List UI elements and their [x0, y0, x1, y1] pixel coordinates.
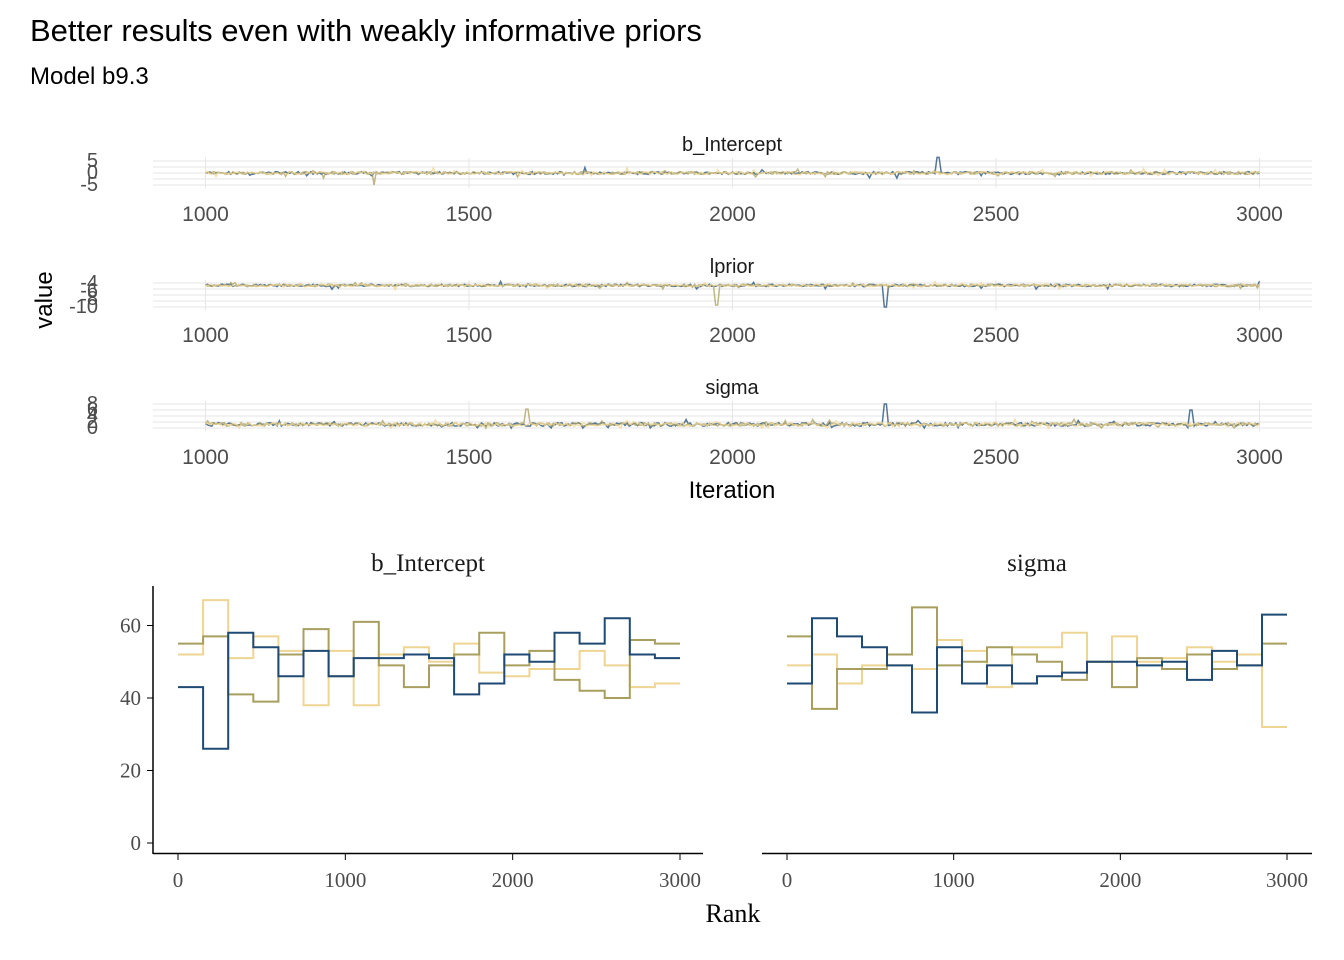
rank-chain-3-step	[178, 599, 680, 707]
trace-x-tick-label: 3000	[1236, 324, 1283, 347]
trace-chain-3-line	[205, 417, 1261, 430]
trace-y-tick-label: 5	[87, 150, 98, 172]
trace-x-tick-label: 1500	[446, 324, 493, 347]
trace-x-tick-label: 2500	[973, 446, 1020, 469]
trace-x-tick-label: 1000	[182, 446, 229, 469]
trace-x-tick-label: 2500	[973, 203, 1020, 226]
rank-chain-1-step	[178, 617, 680, 750]
trace-y-tick-label: -8	[80, 288, 98, 310]
rank-strip-label: b_Intercept	[371, 550, 485, 577]
trace-y-tick-label: -4	[80, 272, 98, 294]
rank-x-tick-label: 1000	[933, 868, 975, 892]
trace-x-tick-label: 1500	[446, 203, 493, 226]
rank-x-tick-label: 3000	[659, 868, 701, 892]
trace-y-tick-label: -5	[80, 174, 98, 196]
rank-plot: b_Intercept 0 20 40 60 0 1000 2000 3000 sigma 0 100…	[120, 550, 1312, 892]
trace-y-tick-label: 2	[87, 411, 98, 433]
trace-x-tick-label: 1000	[182, 203, 229, 226]
trace-y-axis-title: value	[31, 271, 58, 328]
trace-y-tick-label: 8	[87, 393, 98, 415]
trace-x-tick-label: 3000	[1236, 203, 1283, 226]
rank-x-tick-label: 0	[782, 868, 793, 892]
figure-title: Better results even with weakly informat…	[30, 13, 702, 48]
trace-y-tick-label: 4	[87, 405, 98, 427]
trace-y-tick-label: 6	[87, 399, 98, 421]
figure-subtitle: Model b9.3	[30, 63, 149, 90]
trace-y-tick-label: -6	[80, 280, 98, 302]
trace-x-tick-label: 2500	[973, 324, 1020, 347]
trace-strip-label: sigma	[705, 377, 759, 399]
trace-y-tick-label: 0	[87, 417, 98, 439]
rank-chain-2-step	[178, 620, 680, 703]
trace-chain-3-line	[205, 165, 1260, 179]
rank-y-tick-label: 20	[120, 759, 141, 783]
rank-x-tick-label: 0	[173, 868, 184, 892]
rank-strip-label: sigma	[1007, 550, 1067, 577]
rank-x-tick-label: 2000	[492, 868, 534, 892]
trace-x-tick-label: 2000	[709, 446, 756, 469]
trace-strip-label: lprior	[710, 256, 755, 278]
trace-y-tick-label: 0	[87, 162, 98, 184]
trace-chain-3-line	[205, 280, 1260, 292]
trace-x-axis-title: Iteration	[689, 477, 776, 504]
rank-x-axis-title: Rank	[706, 899, 761, 928]
rank-x-tick-label: 1000	[324, 868, 366, 892]
rank-y-tick-label: 60	[120, 614, 141, 638]
rank-chain-1-step	[787, 613, 1287, 714]
trace-y-tick-label: -10	[69, 296, 98, 318]
trace-x-tick-label: 2000	[709, 324, 756, 347]
rank-chain-3-step	[787, 631, 1287, 728]
rank-x-tick-label: 2000	[1099, 868, 1141, 892]
rank-y-tick-label: 40	[120, 686, 141, 710]
rank-x-tick-label: 3000	[1266, 868, 1308, 892]
rank-y-tick-label: 0	[131, 831, 142, 855]
trace-x-tick-label: 1000	[182, 324, 229, 347]
trace-x-tick-label: 1500	[446, 446, 493, 469]
trace-x-tick-label: 2000	[709, 203, 756, 226]
trace-x-tick-label: 3000	[1236, 446, 1283, 469]
trace-strip-label: b_Intercept	[682, 134, 783, 156]
